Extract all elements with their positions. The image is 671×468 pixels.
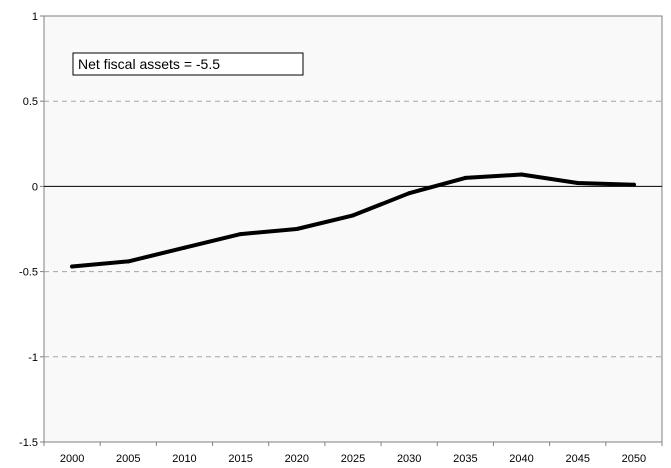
- x-tick-label: 2040: [509, 453, 533, 465]
- data-point: [575, 180, 580, 185]
- plot-area: [43, 15, 663, 443]
- x-tick-label: 2010: [172, 453, 196, 465]
- x-tick-label: 2015: [228, 453, 252, 465]
- grid-lines: [44, 100, 662, 358]
- x-tick-label: 2000: [60, 453, 84, 465]
- x-tick-label: 2005: [116, 453, 140, 465]
- data-point: [351, 213, 355, 218]
- x-tick-label: 2045: [565, 453, 589, 465]
- data-point: [463, 175, 468, 180]
- x-tick-label: 2020: [285, 453, 309, 465]
- y-tick-label: 0: [32, 181, 38, 193]
- data-point: [182, 245, 187, 250]
- data-point: [519, 172, 524, 177]
- y-axis: 1 0.5 0 -0.5 -1 -1.5: [19, 11, 44, 449]
- data-point: [126, 259, 131, 264]
- x-tick-label: 2050: [622, 453, 646, 465]
- data-point: [407, 191, 412, 196]
- data-point: [238, 232, 243, 237]
- y-tick-label: -0.5: [19, 267, 38, 279]
- x-tick-label: 2025: [341, 453, 365, 465]
- data-points: [70, 172, 636, 269]
- data-point: [294, 227, 299, 231]
- y-tick-label: -1.5: [19, 437, 38, 449]
- data-point: [631, 182, 636, 187]
- data-point: [70, 264, 75, 269]
- annotation-box: Net fiscal assets = -5.5: [72, 52, 304, 76]
- y-tick-label: 1: [32, 11, 38, 23]
- x-axis: 2000 2005 2010 2015 2020 2025 2030 2035 2040 2045…: [43, 442, 663, 465]
- y-tick-label: 0.5: [23, 96, 38, 108]
- x-tick-label: 2035: [453, 453, 477, 465]
- y-tick-label: -1: [28, 352, 38, 364]
- x-tick-label: 2030: [397, 453, 421, 465]
- annotation-text: Net fiscal assets = -5.5: [78, 56, 220, 72]
